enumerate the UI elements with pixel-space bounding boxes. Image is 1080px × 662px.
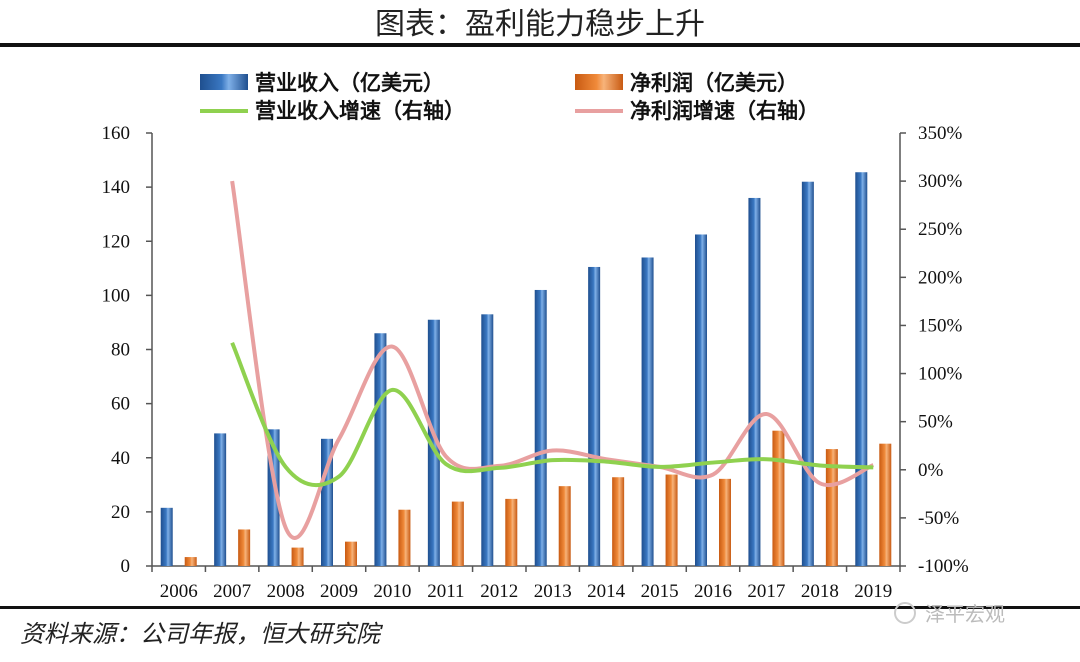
bar-profit (398, 509, 411, 566)
bar-revenue (214, 433, 227, 566)
y-left-tick-label: 100 (102, 285, 131, 306)
x-tick-label: 2015 (641, 581, 679, 602)
y-right-tick-label: 350% (918, 123, 963, 144)
y-left-tick-label: 120 (102, 231, 131, 252)
footer-rule (0, 606, 1080, 609)
y-left-tick-label: 60 (111, 394, 130, 415)
legend-label-revenue: 营业收入（亿美元） (255, 71, 444, 95)
y-left-tick-label: 80 (111, 340, 130, 361)
bar-revenue (641, 257, 654, 566)
x-tick-label: 2008 (267, 581, 305, 602)
x-tick-label: 2006 (160, 581, 198, 602)
legend-swatch-profit (575, 74, 623, 90)
title-rule (0, 43, 1080, 47)
bar-profit (665, 474, 678, 566)
y-right-tick-label: 150% (918, 315, 963, 336)
x-tick-label: 2014 (587, 581, 626, 602)
x-tick-label: 2017 (747, 581, 785, 602)
wechat-icon (894, 602, 916, 624)
bar-profit (825, 449, 838, 566)
legend-label-profit-growth: 净利润增速（右轴） (630, 99, 819, 123)
legend-swatch-revenue (200, 74, 248, 90)
bar-profit (345, 541, 357, 566)
bar-revenue (374, 333, 387, 566)
bar-profit (505, 498, 518, 566)
y-right-tick-label: 300% (918, 171, 963, 192)
y-right-tick-label: 100% (918, 364, 963, 385)
watermark: 泽平宏观 (894, 602, 1005, 626)
bar-revenue (160, 507, 173, 566)
bar-revenue (481, 314, 494, 566)
y-right-tick-label: 250% (918, 219, 963, 240)
bar-revenue (534, 289, 547, 566)
x-tick-label: 2012 (480, 581, 518, 602)
bar-profit (238, 529, 251, 566)
legend: 营业收入（亿美元） 净利润（亿美元） 营业收入增速（右轴） 净利润增速（右轴） (200, 71, 819, 123)
bar-profit (719, 478, 731, 566)
source-note: 资料来源：公司年报，恒大研究院 (20, 620, 384, 648)
plot-area: 0 20 40 60 80 100 120 140 160 -100% -50% 0% 50% 100% 1… (102, 123, 969, 602)
legend-label-revenue-growth: 营业收入增速（右轴） (255, 99, 465, 123)
legend-label-profit: 净利润（亿美元） (630, 71, 798, 95)
bar-revenue (748, 197, 761, 566)
bar-revenue (588, 266, 601, 566)
bar-revenue (801, 181, 814, 566)
y-right-tick-label: -50% (918, 508, 959, 529)
line-revenue-growth (230, 341, 874, 488)
bar-revenue (695, 234, 707, 566)
y-left-tick-label: 0 (121, 556, 131, 577)
bar-profit (451, 501, 464, 566)
bar-profit (184, 557, 197, 566)
x-tick-label: 2013 (534, 581, 572, 602)
y-right-tick-label: 0% (918, 460, 944, 481)
bar-revenue (427, 319, 440, 566)
watermark-text: 泽平宏观 (925, 602, 1005, 626)
bar-profit (612, 477, 625, 566)
y-left-tick-label: 40 (111, 448, 130, 469)
x-tick-label: 2011 (427, 581, 464, 602)
y-left-tick-label: 140 (102, 177, 131, 198)
y-right-tick-label: 50% (918, 412, 953, 433)
x-tick-label: 2007 (213, 581, 251, 602)
chart-title: 图表：盈利能力稳步上升 (375, 7, 705, 42)
y-left-tick-label: 160 (102, 123, 131, 144)
bar-profit (772, 430, 785, 566)
bar-revenue (855, 172, 868, 566)
x-tick-label: 2018 (801, 581, 839, 602)
y-left-tick-label: 20 (111, 502, 130, 523)
bar-profit (879, 443, 892, 566)
bar-profit (558, 486, 571, 566)
y-right-tick-label: -100% (918, 556, 969, 577)
x-tick-label: 2010 (373, 581, 411, 602)
y-right-tick-label: 200% (918, 267, 963, 288)
x-tick-label: 2009 (320, 581, 358, 602)
x-tick-label: 2016 (694, 581, 732, 602)
bar-profit (291, 547, 304, 566)
x-tick-label: 2019 (854, 581, 892, 602)
